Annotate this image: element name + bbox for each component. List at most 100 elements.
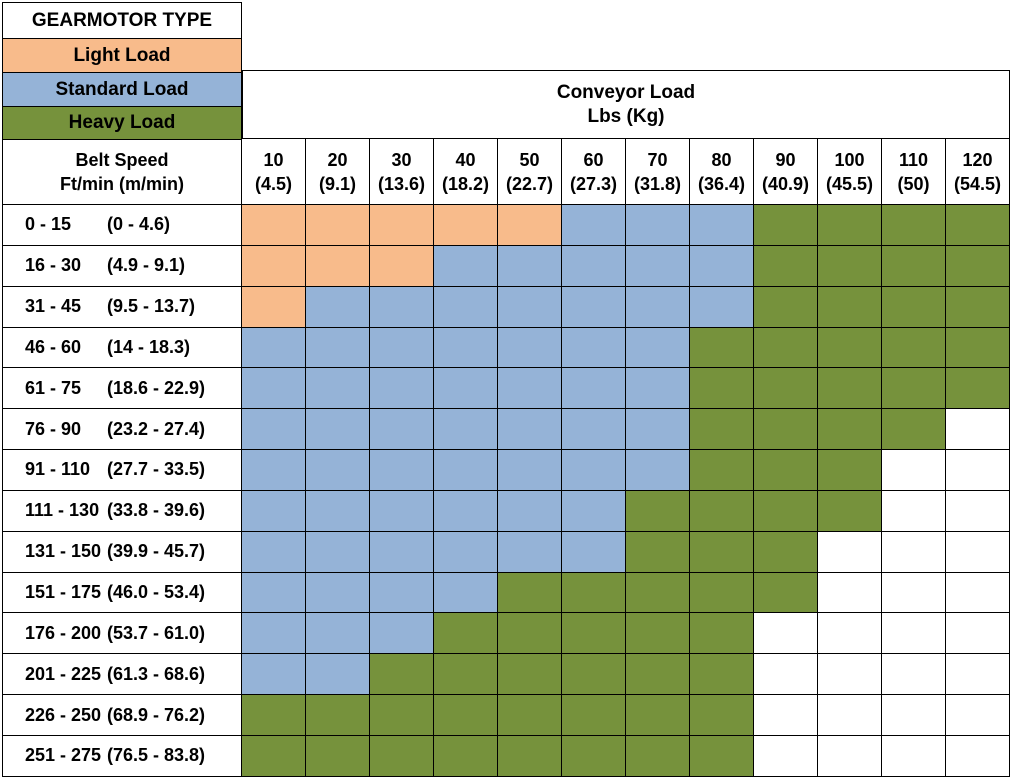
speed-m-min: (27.7 - 33.5) [107,459,206,480]
heavy-load-cell [690,450,754,491]
standard-load-cell [498,368,562,410]
standard-load-cell [306,327,370,369]
standard-load-cell [626,409,690,451]
load-column-header: 30 (13.6) [370,139,434,205]
empty-cell [818,531,882,573]
standard-load-cell [498,245,562,287]
heavy-load-cell [882,409,946,451]
heavy-load-cell [562,572,626,614]
belt-speed-row-label: 46 - 60 (14 - 18.3) [2,327,242,369]
speed-m-min: (68.9 - 76.2) [107,704,206,725]
heavy-load-cell [818,327,882,369]
heavy-load-cell [690,409,754,451]
speed-m-min: (0 - 4.6) [107,214,171,235]
standard-load-cell [434,531,498,573]
heavy-load-cell [882,205,946,246]
standard-load-cell [370,409,434,451]
standard-load-cell [306,286,370,328]
standard-load-cell [306,490,370,532]
light-load-cell [306,245,370,287]
belt-speed-row-label: 151 - 175 (46.0 - 53.4) [2,572,242,614]
empty-cell [946,695,1010,736]
heavy-load-cell [306,735,370,777]
load-column-header: 120 (54.5) [946,139,1010,205]
belt-speed-row-label: 176 - 200 (53.7 - 61.0) [2,613,242,655]
standard-load-cell [306,613,370,655]
standard-load-cell [242,409,306,451]
standard-load-cell [306,654,370,696]
standard-load-cell [306,450,370,491]
standard-load-cell [370,286,434,328]
empty-cell [882,613,946,655]
belt-speed-units: Ft/min (m/min) [60,174,184,194]
standard-load-cell [370,327,434,369]
speed-ft-min: 131 - 150 [25,541,102,562]
empty-cell [946,572,1010,614]
heavy-load-cell [434,613,498,655]
heavy-load-cell [562,695,626,736]
light-load-cell [370,245,434,287]
standard-load-cell [434,245,498,287]
heavy-load-cell [498,695,562,736]
speed-m-min: (4.9 - 9.1) [107,255,186,276]
light-load-cell [306,205,370,246]
standard-load-cell [690,245,754,287]
standard-load-cell [498,531,562,573]
load-column-header: 100 (45.5) [818,139,882,205]
load-lbs: 120 [962,149,993,170]
speed-ft-min: 31 - 45 [25,296,82,317]
heavy-load-cell [626,613,690,655]
light-load-cell [242,286,306,328]
heavy-load-cell [690,572,754,614]
heavy-load-cell [946,245,1010,287]
conveyor-load-title: Conveyor Load [556,81,696,103]
heavy-load-cell [626,654,690,696]
empty-cell [754,735,818,777]
belt-speed-row-label: 0 - 15 (0 - 4.6) [2,205,242,246]
standard-load-cell [370,531,434,573]
standard-load-cell [242,531,306,573]
heavy-load-cell [946,205,1010,246]
speed-ft-min: 251 - 275 [25,745,102,766]
heavy-load-cell [562,735,626,777]
empty-cell [882,450,946,491]
heavy-load-cell [882,368,946,410]
heavy-load-cell [434,654,498,696]
load-kg: (40.9) [761,173,810,194]
empty-cell [882,654,946,696]
heavy-load-cell [242,695,306,736]
standard-load-cell [498,409,562,451]
belt-speed-row-label: 226 - 250 (68.9 - 76.2) [2,695,242,736]
belt-speed-row-label: 76 - 90 (23.2 - 27.4) [2,409,242,451]
heavy-load-cell [562,654,626,696]
heavy-load-cell [946,286,1010,328]
load-column-header: 50 (22.7) [498,139,562,205]
empty-cell [882,695,946,736]
standard-load-cell [242,613,306,655]
load-kg: (18.2) [441,173,490,194]
empty-cell [946,613,1010,655]
heavy-load-cell [754,245,818,287]
standard-load-cell [434,409,498,451]
load-kg: (31.8) [633,173,682,194]
light-load-cell [242,205,306,246]
belt-speed-header: Belt Speed Ft/min (m/min) [2,139,242,205]
standard-load-cell [242,327,306,369]
empty-cell [946,450,1010,491]
speed-m-min: (33.8 - 39.6) [107,500,206,521]
heavy-load-cell [754,490,818,532]
standard-load-cell [370,490,434,532]
speed-ft-min: 91 - 110 [25,459,91,480]
load-lbs: 70 [647,149,668,170]
empty-cell [882,735,946,777]
heavy-load-cell [370,654,434,696]
speed-ft-min: 76 - 90 [25,418,82,439]
heavy-load-cell [754,205,818,246]
heavy-load-cell [626,490,690,532]
corner-blank [2,70,242,139]
belt-speed-row-label: 131 - 150 (39.9 - 45.7) [2,531,242,573]
heavy-load-cell [370,695,434,736]
belt-speed-title: Belt Speed [75,150,169,170]
load-column-header: 10 (4.5) [242,139,306,205]
load-kg: (54.5) [953,173,1002,194]
